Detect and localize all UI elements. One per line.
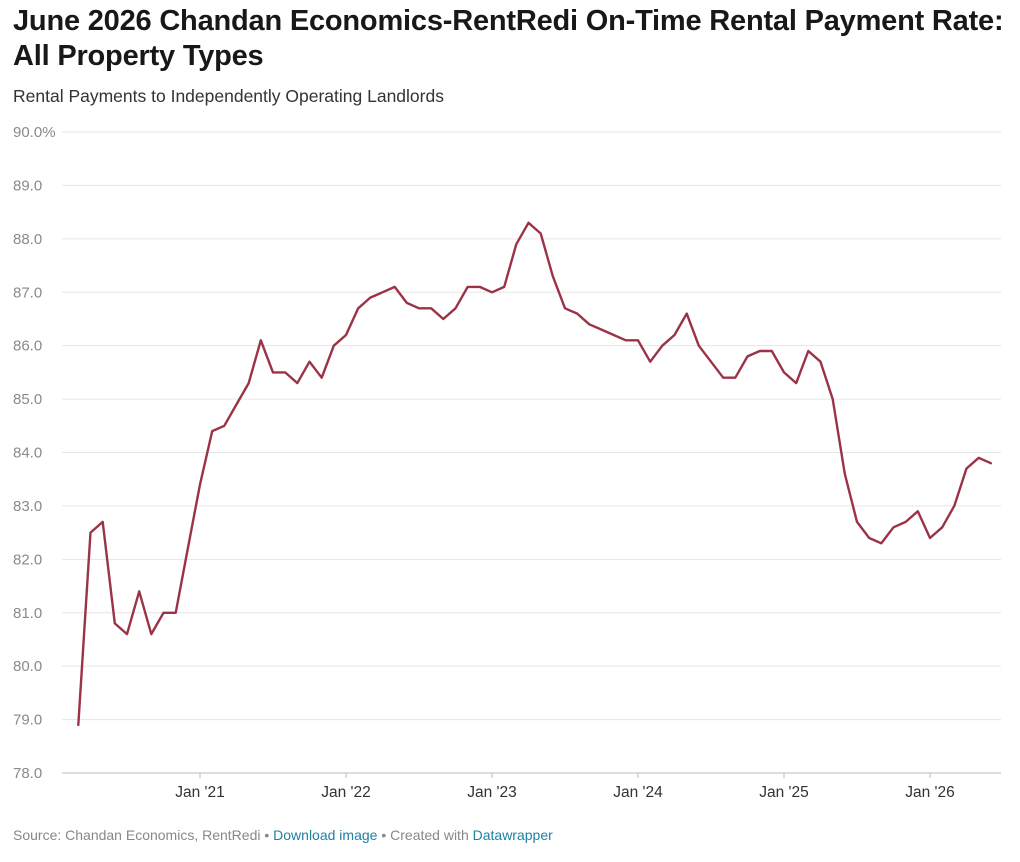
source-note: Source: Chandan Economics, RentRedi [13, 827, 261, 843]
x-tick-label: Jan '26 [905, 784, 955, 801]
y-tick-label: 78.0 [13, 765, 42, 782]
x-tick-label: Jan '23 [467, 784, 517, 801]
x-tick-label: Jan '25 [759, 784, 809, 801]
y-axis-labels: 90.0% 89.0 88.0 87.0 86.0 85.0 84.0 83.0 82.0 81.… [13, 124, 56, 782]
datawrapper-link[interactable]: Datawrapper [472, 827, 553, 843]
x-tick-label: Jan '22 [321, 784, 371, 801]
series-line [77, 221, 992, 727]
y-tick-label: 86.0 [13, 338, 42, 355]
x-tick-label: Jan '24 [613, 784, 663, 801]
line-chart: 90.0% 89.0 88.0 87.0 86.0 85.0 84.0 83.0 82.0 81.… [13, 124, 1001, 801]
y-tick-label: 88.0 [13, 231, 42, 248]
y-tick-label: 85.0 [13, 391, 42, 408]
x-tick-label: Jan '21 [175, 784, 225, 801]
y-tick-label: 90.0% [13, 124, 56, 141]
y-tick-label: 87.0 [13, 284, 42, 301]
y-tick-label: 81.0 [13, 605, 42, 622]
y-tick-label: 89.0 [13, 177, 42, 194]
footer-separator: • [260, 827, 274, 843]
chart-footer: Source: Chandan Economics, RentRedi • Do… [13, 827, 553, 843]
y-tick-label: 80.0 [13, 658, 42, 675]
footer-created-with: • Created with [377, 827, 473, 843]
series-layer [77, 221, 992, 727]
y-tick-label: 82.0 [13, 551, 42, 568]
chart-subtitle: Rental Payments to Independently Operati… [13, 86, 444, 106]
chart-header: June 2026 Chandan Economics-RentRedi On-… [13, 4, 1008, 107]
grid-lines [62, 131, 1001, 774]
chart-title: June 2026 Chandan Economics-RentRedi On-… [13, 5, 1004, 72]
download-image-link[interactable]: Download image [273, 827, 378, 843]
x-axis-labels: Jan '21 Jan '22 Jan '23 Jan '24 Jan '25 Jan '… [175, 773, 955, 801]
y-tick-label: 79.0 [13, 712, 42, 729]
y-tick-label: 83.0 [13, 498, 42, 515]
y-tick-label: 84.0 [13, 445, 42, 462]
